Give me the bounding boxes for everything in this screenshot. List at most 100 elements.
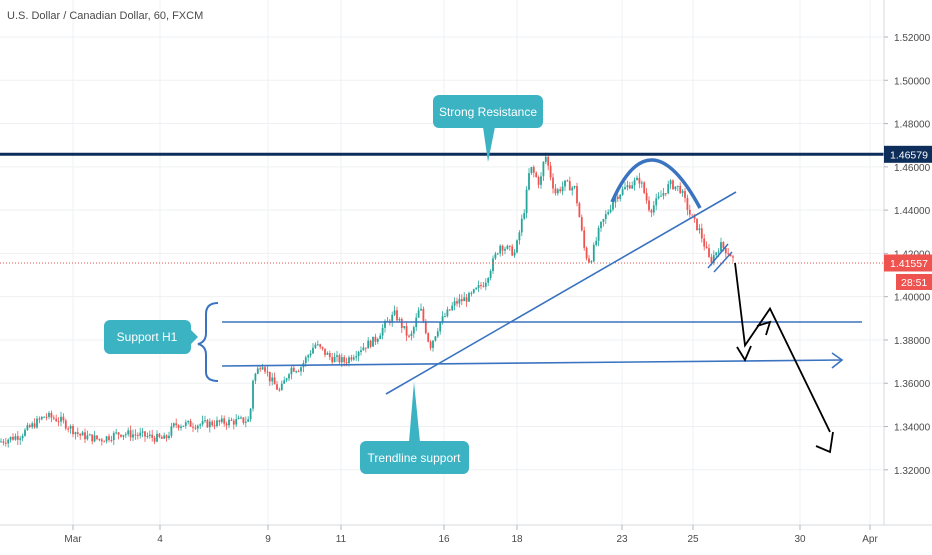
time-tick-label: Apr [862, 534, 878, 545]
candle-body [132, 434, 134, 438]
candle-body [422, 308, 425, 322]
candle-body [410, 333, 413, 336]
candle-body [645, 192, 648, 201]
candle-body [271, 377, 274, 382]
candle-body [717, 251, 720, 253]
candle-body [676, 185, 679, 187]
candle-body [650, 210, 653, 213]
candle-body [595, 240, 598, 245]
candle-body [384, 320, 386, 328]
svg-text:1.41557: 1.41557 [890, 258, 928, 270]
price-tick-label: 1.52000 [894, 33, 931, 44]
trendline[interactable] [385, 191, 737, 395]
candle-body [367, 340, 370, 349]
trendline-callout[interactable]: Trendline support [360, 382, 469, 474]
candle-body [460, 299, 463, 302]
candle-body [240, 417, 242, 419]
candle-body [532, 167, 535, 173]
candle-body [667, 184, 670, 194]
candle-body [427, 333, 430, 342]
candle-body [307, 355, 310, 358]
candle-body [139, 432, 142, 436]
candle-body [688, 209, 691, 215]
bear-flag-channel[interactable] [707, 243, 733, 273]
candle-body [573, 186, 576, 188]
candle-body [708, 248, 710, 257]
candle-body [470, 292, 473, 294]
candle-body [160, 437, 163, 439]
time-tick-label: 11 [336, 534, 347, 545]
candle-body [729, 254, 732, 257]
candle-body [151, 434, 154, 438]
candle-body [304, 357, 307, 364]
price-axis[interactable]: 1.520001.500001.480001.460001.440001.420… [883, 0, 932, 525]
candle-body [588, 258, 590, 263]
candle-body [247, 419, 250, 422]
candle-body [700, 228, 703, 239]
candle-body [350, 357, 353, 360]
candle-body [710, 256, 713, 263]
time-axis[interactable]: Mar 4 9 11 16 18 23 25 30 Apr [0, 524, 932, 545]
candle-body [108, 436, 110, 440]
candle-body [621, 189, 624, 195]
candle-body [393, 310, 396, 315]
resistance-callout[interactable]: Strong Resistance [433, 95, 543, 162]
candle-body [187, 420, 190, 423]
candle-body [530, 167, 533, 174]
support-callout[interactable]: Support H1 [104, 320, 198, 354]
candle-body [504, 248, 506, 251]
candle-body [482, 285, 485, 287]
candle-body [472, 289, 475, 293]
candle-body [580, 217, 583, 231]
candle-body [331, 357, 334, 363]
rounding-top-arc[interactable] [610, 158, 702, 209]
candle-body [110, 439, 113, 441]
candle-body [316, 344, 319, 346]
price-tick-label: 1.36000 [894, 379, 931, 390]
candle-body [345, 362, 348, 364]
candle-body [489, 271, 492, 278]
price-tick-label: 1.48000 [894, 120, 931, 131]
price-tick-label: 1.44000 [894, 206, 931, 217]
candle-body [252, 380, 254, 409]
candle-body [544, 156, 547, 162]
arrowhead-icon [756, 320, 772, 336]
candle-body [556, 189, 559, 194]
candle-body [120, 434, 122, 437]
candle-body [679, 185, 682, 193]
candle-body [379, 335, 382, 340]
candle-body [703, 238, 706, 247]
candle-body [398, 319, 401, 321]
candle-body [453, 301, 456, 306]
candle-body [141, 431, 144, 433]
candle-body [542, 161, 545, 177]
candle-body [525, 189, 528, 214]
candle-body [508, 245, 511, 247]
support-line-lower[interactable] [221, 359, 843, 367]
candle-body [55, 418, 58, 422]
candle-body [336, 355, 338, 357]
candle-body [348, 357, 350, 364]
candle-body [441, 316, 444, 323]
candle-body [216, 420, 218, 427]
candle-body [696, 218, 698, 230]
candle-body [424, 321, 427, 334]
candle-body [283, 380, 286, 384]
candle-body [338, 355, 341, 363]
candle-body [153, 437, 156, 442]
candle-body [468, 292, 470, 302]
candle-body [537, 176, 540, 185]
candle-body [607, 212, 610, 215]
candle-body [571, 187, 574, 191]
candle-body [280, 383, 283, 390]
candle-body [403, 326, 406, 328]
last-price-badge: 1.41557 28:51 [884, 254, 932, 290]
candle-body [326, 353, 329, 355]
bar-countdown: 28:51 [901, 277, 927, 289]
projection-path[interactable] [734, 262, 831, 433]
candle-body [446, 309, 449, 317]
price-tick-label: 1.46000 [894, 163, 931, 174]
candle-body [319, 344, 322, 347]
